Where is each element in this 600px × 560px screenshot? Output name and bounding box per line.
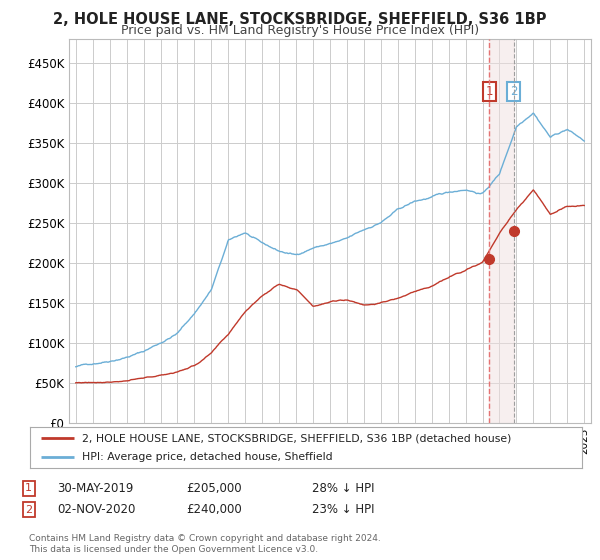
Text: 23% ↓ HPI: 23% ↓ HPI [312, 503, 374, 516]
Text: 1: 1 [25, 483, 32, 493]
Text: 2, HOLE HOUSE LANE, STOCKSBRIDGE, SHEFFIELD, S36 1BP (detached house): 2, HOLE HOUSE LANE, STOCKSBRIDGE, SHEFFI… [82, 433, 512, 443]
Text: Contains HM Land Registry data © Crown copyright and database right 2024.
This d: Contains HM Land Registry data © Crown c… [29, 534, 380, 554]
Text: Price paid vs. HM Land Registry's House Price Index (HPI): Price paid vs. HM Land Registry's House … [121, 24, 479, 36]
Text: 30-MAY-2019: 30-MAY-2019 [57, 482, 133, 495]
Text: £240,000: £240,000 [186, 503, 242, 516]
Text: HPI: Average price, detached house, Sheffield: HPI: Average price, detached house, Shef… [82, 452, 333, 461]
Text: 02-NOV-2020: 02-NOV-2020 [57, 503, 136, 516]
Bar [490, 39, 514, 423]
Text: 2, HOLE HOUSE LANE, STOCKSBRIDGE, SHEFFIELD, S36 1BP: 2, HOLE HOUSE LANE, STOCKSBRIDGE, SHEFFI… [53, 12, 547, 27]
Text: 28% ↓ HPI: 28% ↓ HPI [312, 482, 374, 495]
Text: 1: 1 [486, 85, 493, 97]
Text: 2: 2 [510, 85, 517, 97]
Text: £205,000: £205,000 [186, 482, 242, 495]
Text: 2: 2 [25, 505, 32, 515]
